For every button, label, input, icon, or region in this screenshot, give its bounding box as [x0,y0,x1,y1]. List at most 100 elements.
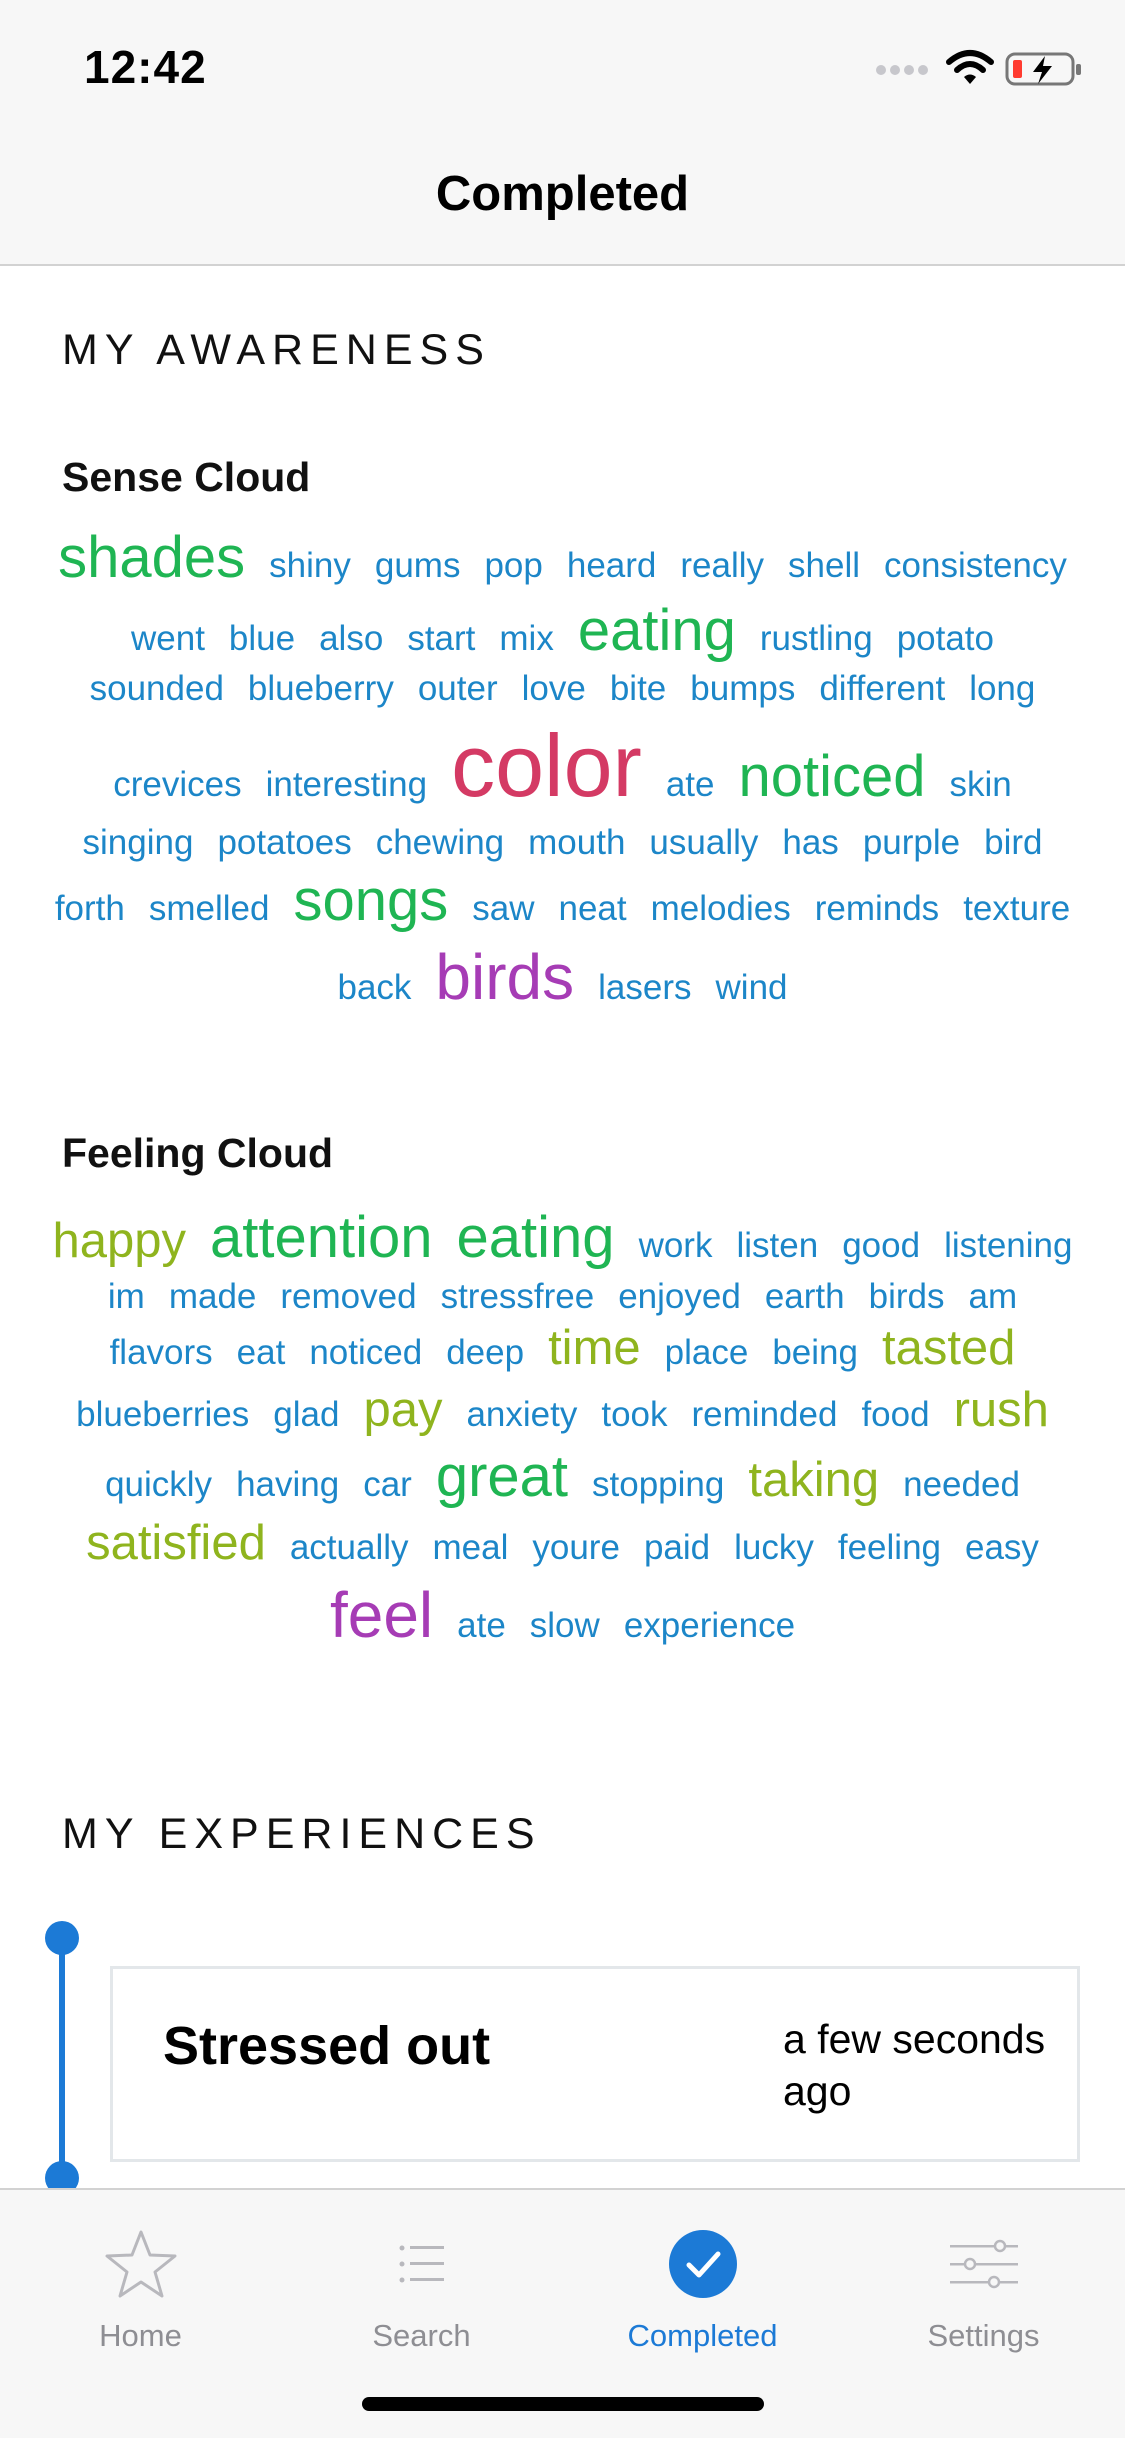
sense-cloud-word: consistency [884,546,1067,585]
feeling-cloud-word: listening [944,1226,1073,1265]
sense-cloud-word: blue [228,618,296,658]
feeling-cloud-word: made [168,1276,257,1316]
my-awareness-heading: MY AWARENESS [62,326,491,374]
feeling-cloud-word: noticed [309,1333,423,1373]
experience-time: a few seconds ago [783,2016,1046,2114]
sense-cloud-word: blueberry [247,669,394,708]
sense-cloud-title: Sense Cloud [62,454,311,500]
sense-cloud-word: neat [558,888,627,928]
tab-settings-label: Settings [927,2318,1040,2353]
sense-cloud-word: pop [484,546,543,585]
tab-search[interactable]: Search [281,2210,562,2353]
sliders-icon [950,2239,1018,2289]
sense-cloud-word: long [969,669,1036,708]
feeling-cloud-word: car [363,1464,412,1504]
tab-completed[interactable]: Completed [562,2210,843,2353]
sense-cloud-word: potatoes [217,822,352,862]
feeling-cloud-word: happy [52,1214,187,1268]
tab-search-label: Search [372,2318,471,2353]
sense-cloud-word: lasers [598,968,692,1007]
experience-card[interactable]: Stressed out a few seconds ago [110,1966,1080,2162]
list-icon [399,2245,444,2283]
sense-cloud-word: melodies [650,888,791,928]
sense-cloud-word: also [319,618,384,658]
sense-cloud-word: shades [58,525,246,590]
feeling-cloud-title: Feeling Cloud [62,1130,334,1176]
feeling-cloud-word: experience [623,1605,796,1645]
sense-cloud-word: noticed [738,743,926,809]
sense-cloud-word: crevices [113,764,242,804]
sense-cloud-word: rustling [759,618,873,658]
sense-cloud-word: gums [374,546,461,585]
sense-cloud-word: reminds [814,888,940,928]
sense-cloud-word: birds [435,941,575,1013]
sense-cloud-word: love [521,669,586,708]
battery-charging-icon [1005,52,1081,86]
feeling-cloud-word: reminded [691,1394,838,1434]
tab-home-label: Home [99,2318,182,2353]
sense-cloud-word: shiny [269,546,351,585]
feeling-cloud-word: slow [529,1605,600,1645]
feeling-cloud-word: rush [953,1382,1049,1437]
feeling-cloud-word: good [842,1226,921,1265]
feeling-cloud-word: feel [329,1578,434,1651]
feeling-cloud-word: earth [764,1276,845,1316]
status-time: 12:42 [84,41,207,93]
feeling-cloud-word: birds [868,1276,945,1316]
sense-cloud-word: purple [862,822,961,862]
feeling-cloud-word: taking [748,1452,880,1507]
experience-title: Stressed out [163,2016,491,2076]
sense-cloud-word: has [782,822,839,862]
sense-cloud-word: different [819,669,946,708]
sense-cloud-word: color [451,715,642,815]
my-experiences-heading: MY EXPERIENCES [62,1810,542,1858]
feeling-cloud-word: meal [432,1528,509,1568]
sense-cloud-word: bite [609,669,667,708]
checkmark-circle-icon [669,2230,737,2298]
feeling-cloud-word: lucky [734,1528,814,1568]
cellular-signal-icon [876,65,928,75]
tab-settings[interactable]: Settings [843,2210,1124,2353]
feeling-cloud-word: youre [532,1528,620,1568]
feeling-cloud-word: flavors [109,1333,213,1373]
feeling-cloud-word: listen [736,1226,819,1265]
feeling-cloud-word: took [601,1394,668,1434]
sense-cloud-word: skin [949,764,1012,804]
feeling-cloud-word: time [548,1321,641,1376]
feeling-cloud-word: easy [965,1528,1039,1568]
timeline-line [59,1938,65,2188]
sense-cloud-word: texture [963,888,1071,928]
star-icon [105,2230,177,2298]
feeling-cloud-word: eating [456,1205,615,1270]
home-indicator [362,2397,764,2411]
sense-cloud-word: potato [896,618,994,658]
feeling-cloud-word: im [107,1276,145,1316]
sense-cloud-word: outer [417,669,498,708]
feeling-cloud-word: great [435,1443,569,1509]
feeling-cloud-word: actually [289,1528,409,1568]
sense-cloud-word: went [130,618,205,658]
feeling-cloud-word: tasted [881,1321,1016,1376]
tab-completed-label: Completed [627,2318,778,2353]
sense-cloud-word: really [680,546,765,585]
feeling-cloud-word: food [861,1394,930,1434]
sense-cloud-word: forth [54,888,125,928]
feeling-cloud-word: removed [280,1276,417,1316]
status-icons [875,48,1085,88]
sense-cloud-word: interesting [265,764,428,804]
feeling-cloud-word: feeling [837,1528,941,1568]
feeling-cloud-word: paid [643,1528,711,1568]
navigation-bar: Completed [0,132,1125,266]
feeling-cloud-word: work [638,1226,713,1265]
feeling-cloud: happy attention eating work listen good listen… [40,1202,1085,1655]
sense-cloud-word: bumps [690,669,796,708]
feeling-cloud-word: satisfied [86,1516,266,1571]
sense-cloud-word: usually [649,822,759,862]
feeling-cloud-word: eat [236,1333,286,1373]
sense-cloud-word: wind [715,968,788,1007]
sense-cloud-word: singing [82,822,194,862]
sense-cloud-word: sounded [89,669,224,708]
sense-cloud-word: songs [293,867,449,933]
tab-home[interactable]: Home [0,2210,281,2353]
feeling-cloud-word: ate [457,1605,506,1645]
